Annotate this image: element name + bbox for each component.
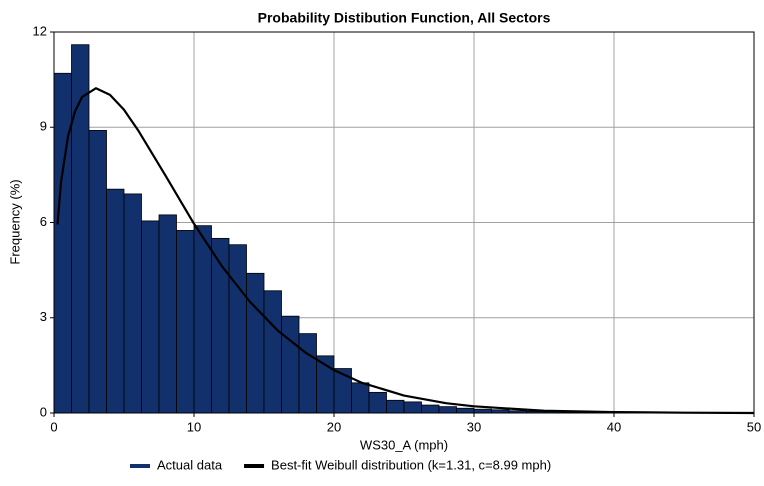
- legend-label: Best-fit Weibull distribution (k=1.31, c…: [271, 457, 551, 472]
- histogram-bar: [228, 244, 247, 414]
- y-tick-label: 9: [40, 119, 47, 134]
- y-tick-label: 12: [33, 23, 47, 38]
- histogram-bar: [246, 272, 265, 414]
- histogram-bar: [88, 130, 107, 414]
- y-tick-label: 3: [40, 309, 47, 324]
- y-tick-label: 0: [40, 404, 47, 419]
- ticks: 0 10 20 30 40 50 0 3 6 9 12: [33, 23, 762, 434]
- histogram-bar: [123, 193, 142, 414]
- x-tick-label: 30: [467, 419, 481, 434]
- histogram-bar: [176, 230, 195, 414]
- histogram-bar: [368, 391, 387, 414]
- histogram-bar: [106, 188, 125, 414]
- x-tick-label: 0: [50, 419, 57, 434]
- histogram-bar: [421, 404, 440, 414]
- histogram-bar: [281, 315, 300, 414]
- y-axis-label: Frequency (%): [7, 179, 22, 264]
- legend-label: Actual data: [157, 457, 223, 472]
- histogram-bar: [456, 407, 475, 414]
- chart-title: Probability Distibution Function, All Se…: [258, 10, 551, 26]
- histogram-bar: [403, 401, 422, 414]
- histogram-bar: [438, 406, 457, 414]
- x-tick-label: 20: [327, 419, 341, 434]
- marks: [53, 31, 755, 415]
- histogram-bar: [351, 382, 370, 414]
- histogram-bar: [141, 220, 160, 414]
- legend: Actual data Best-fit Weibull distribution…: [130, 457, 551, 472]
- histogram-bar: [473, 408, 492, 414]
- x-axis-label: WS30_A (mph): [360, 437, 448, 452]
- histogram-bar: [158, 214, 177, 414]
- histogram-bar: [193, 225, 212, 414]
- x-tick-label: 50: [747, 419, 761, 434]
- fit-line: [56, 87, 755, 415]
- histogram-bar: [386, 399, 405, 414]
- histogram-bar: [298, 333, 317, 414]
- x-tick-label: 40: [607, 419, 621, 434]
- histogram-bar: [263, 290, 282, 414]
- histogram-bar: [53, 72, 72, 414]
- x-tick-label: 10: [187, 419, 201, 434]
- y-tick-label: 6: [40, 214, 47, 229]
